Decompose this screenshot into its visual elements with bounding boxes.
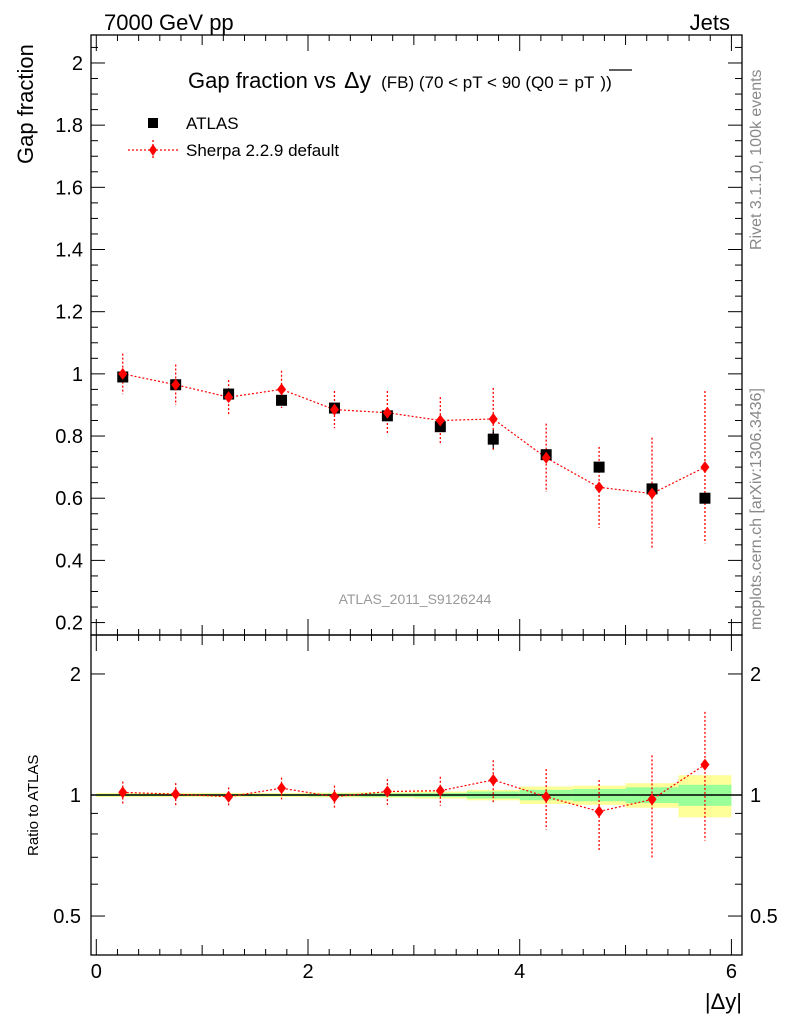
plot-title-main: Gap fraction vs xyxy=(188,68,336,93)
sherpa-point xyxy=(594,481,604,494)
main-ylabel: Gap fraction xyxy=(13,44,38,164)
legend-atlas-marker xyxy=(148,118,158,128)
main-y-tick-label: 0.4 xyxy=(55,550,83,572)
ratio-y-tick-label: 2 xyxy=(70,664,81,686)
atlas-point xyxy=(593,461,605,473)
header-jets-label: Jets xyxy=(690,10,730,35)
sherpa-point xyxy=(435,414,445,427)
plot-title-bar: pT xyxy=(574,73,594,92)
atlas-point xyxy=(487,433,499,445)
main-y-tick-label: 1.2 xyxy=(55,302,83,324)
ratio-y-tick-label: 1 xyxy=(70,785,81,807)
analysis-watermark: ATLAS_2011_S9126244 xyxy=(339,591,492,607)
main-y-tick-label: 0.8 xyxy=(55,426,83,448)
ratio-sherpa-point xyxy=(329,790,339,803)
ratio-y-tick-label-right: 2 xyxy=(750,664,761,686)
x-tick-label: 2 xyxy=(302,961,313,983)
legend-sherpa-marker xyxy=(149,144,157,156)
rivet-label: Rivet 3.1.10, 100k events xyxy=(748,69,765,250)
sherpa-point xyxy=(541,451,551,464)
sherpa-point xyxy=(647,487,657,500)
x-tick-label: 4 xyxy=(514,961,525,983)
x-tick-label: 0 xyxy=(91,961,102,983)
main-y-tick-label: 1.8 xyxy=(55,115,83,137)
legend: ATLAS Sherpa 2.2.9 default xyxy=(128,114,339,160)
ratio-sherpa-point xyxy=(488,773,498,786)
sherpa-point xyxy=(382,406,392,419)
ratio-sherpa-point xyxy=(541,790,551,803)
main-y-tick-label: 1.4 xyxy=(55,240,83,262)
plot-title: Gap fraction vs Δy (FB) (70 < pT < 90 (Q… xyxy=(188,67,612,93)
plot-title-delta: Δy xyxy=(344,67,371,93)
ratio-sherpa-line xyxy=(122,764,706,813)
sherpa-point xyxy=(488,412,498,425)
sherpa-point xyxy=(329,403,339,416)
sherpa-point xyxy=(277,383,287,396)
ratio-sherpa-point xyxy=(594,805,604,818)
header-energy-label: 7000 GeV pp xyxy=(104,10,234,35)
x-axis-label: |Δy| xyxy=(705,989,742,1014)
ratio-sherpa-point xyxy=(277,782,287,795)
mcplots-label: mcplots.cern.ch [arXiv:1306.3436] xyxy=(748,388,765,630)
main-y-tick-label: 1.6 xyxy=(55,177,83,199)
atlas-point xyxy=(699,492,711,504)
main-y-tick-label: 1 xyxy=(72,364,83,386)
ratio-sherpa-point xyxy=(435,784,445,797)
plot-title-rest: (FB) (70 < pT < 90 (Q0 = xyxy=(381,73,568,92)
ratio-sherpa-point xyxy=(224,790,234,803)
ratio-y-tick-label-right: 1 xyxy=(750,785,761,807)
atlas-point xyxy=(434,421,446,433)
atlas-point xyxy=(276,394,288,406)
legend-atlas-label: ATLAS xyxy=(186,114,239,133)
x-tick-label: 6 xyxy=(726,961,737,983)
main-y-tick-label: 0.2 xyxy=(55,613,83,635)
sherpa-point xyxy=(700,461,710,474)
sherpa-point xyxy=(224,391,234,404)
ratio-sherpa-point xyxy=(382,785,392,798)
ratio-y-tick-label: 0.5 xyxy=(53,906,81,928)
sherpa-point xyxy=(118,367,128,380)
ratio-ylabel: Ratio to ATLAS xyxy=(25,755,42,856)
ratio-sherpa-point xyxy=(647,793,657,806)
legend-sherpa-label: Sherpa 2.2.9 default xyxy=(186,141,339,160)
sherpa-point xyxy=(171,378,181,391)
sherpa-line xyxy=(122,373,706,495)
ratio-y-tick-label-right: 0.5 xyxy=(750,906,778,928)
ratio-sherpa-point xyxy=(171,788,181,801)
ratio-sherpa-point xyxy=(118,786,128,799)
ratio-sherpa-point xyxy=(700,758,710,771)
plot-title-close: )) xyxy=(600,73,611,92)
main-y-tick-label: 0.6 xyxy=(55,488,83,510)
main-y-tick-label: 2 xyxy=(72,53,83,75)
